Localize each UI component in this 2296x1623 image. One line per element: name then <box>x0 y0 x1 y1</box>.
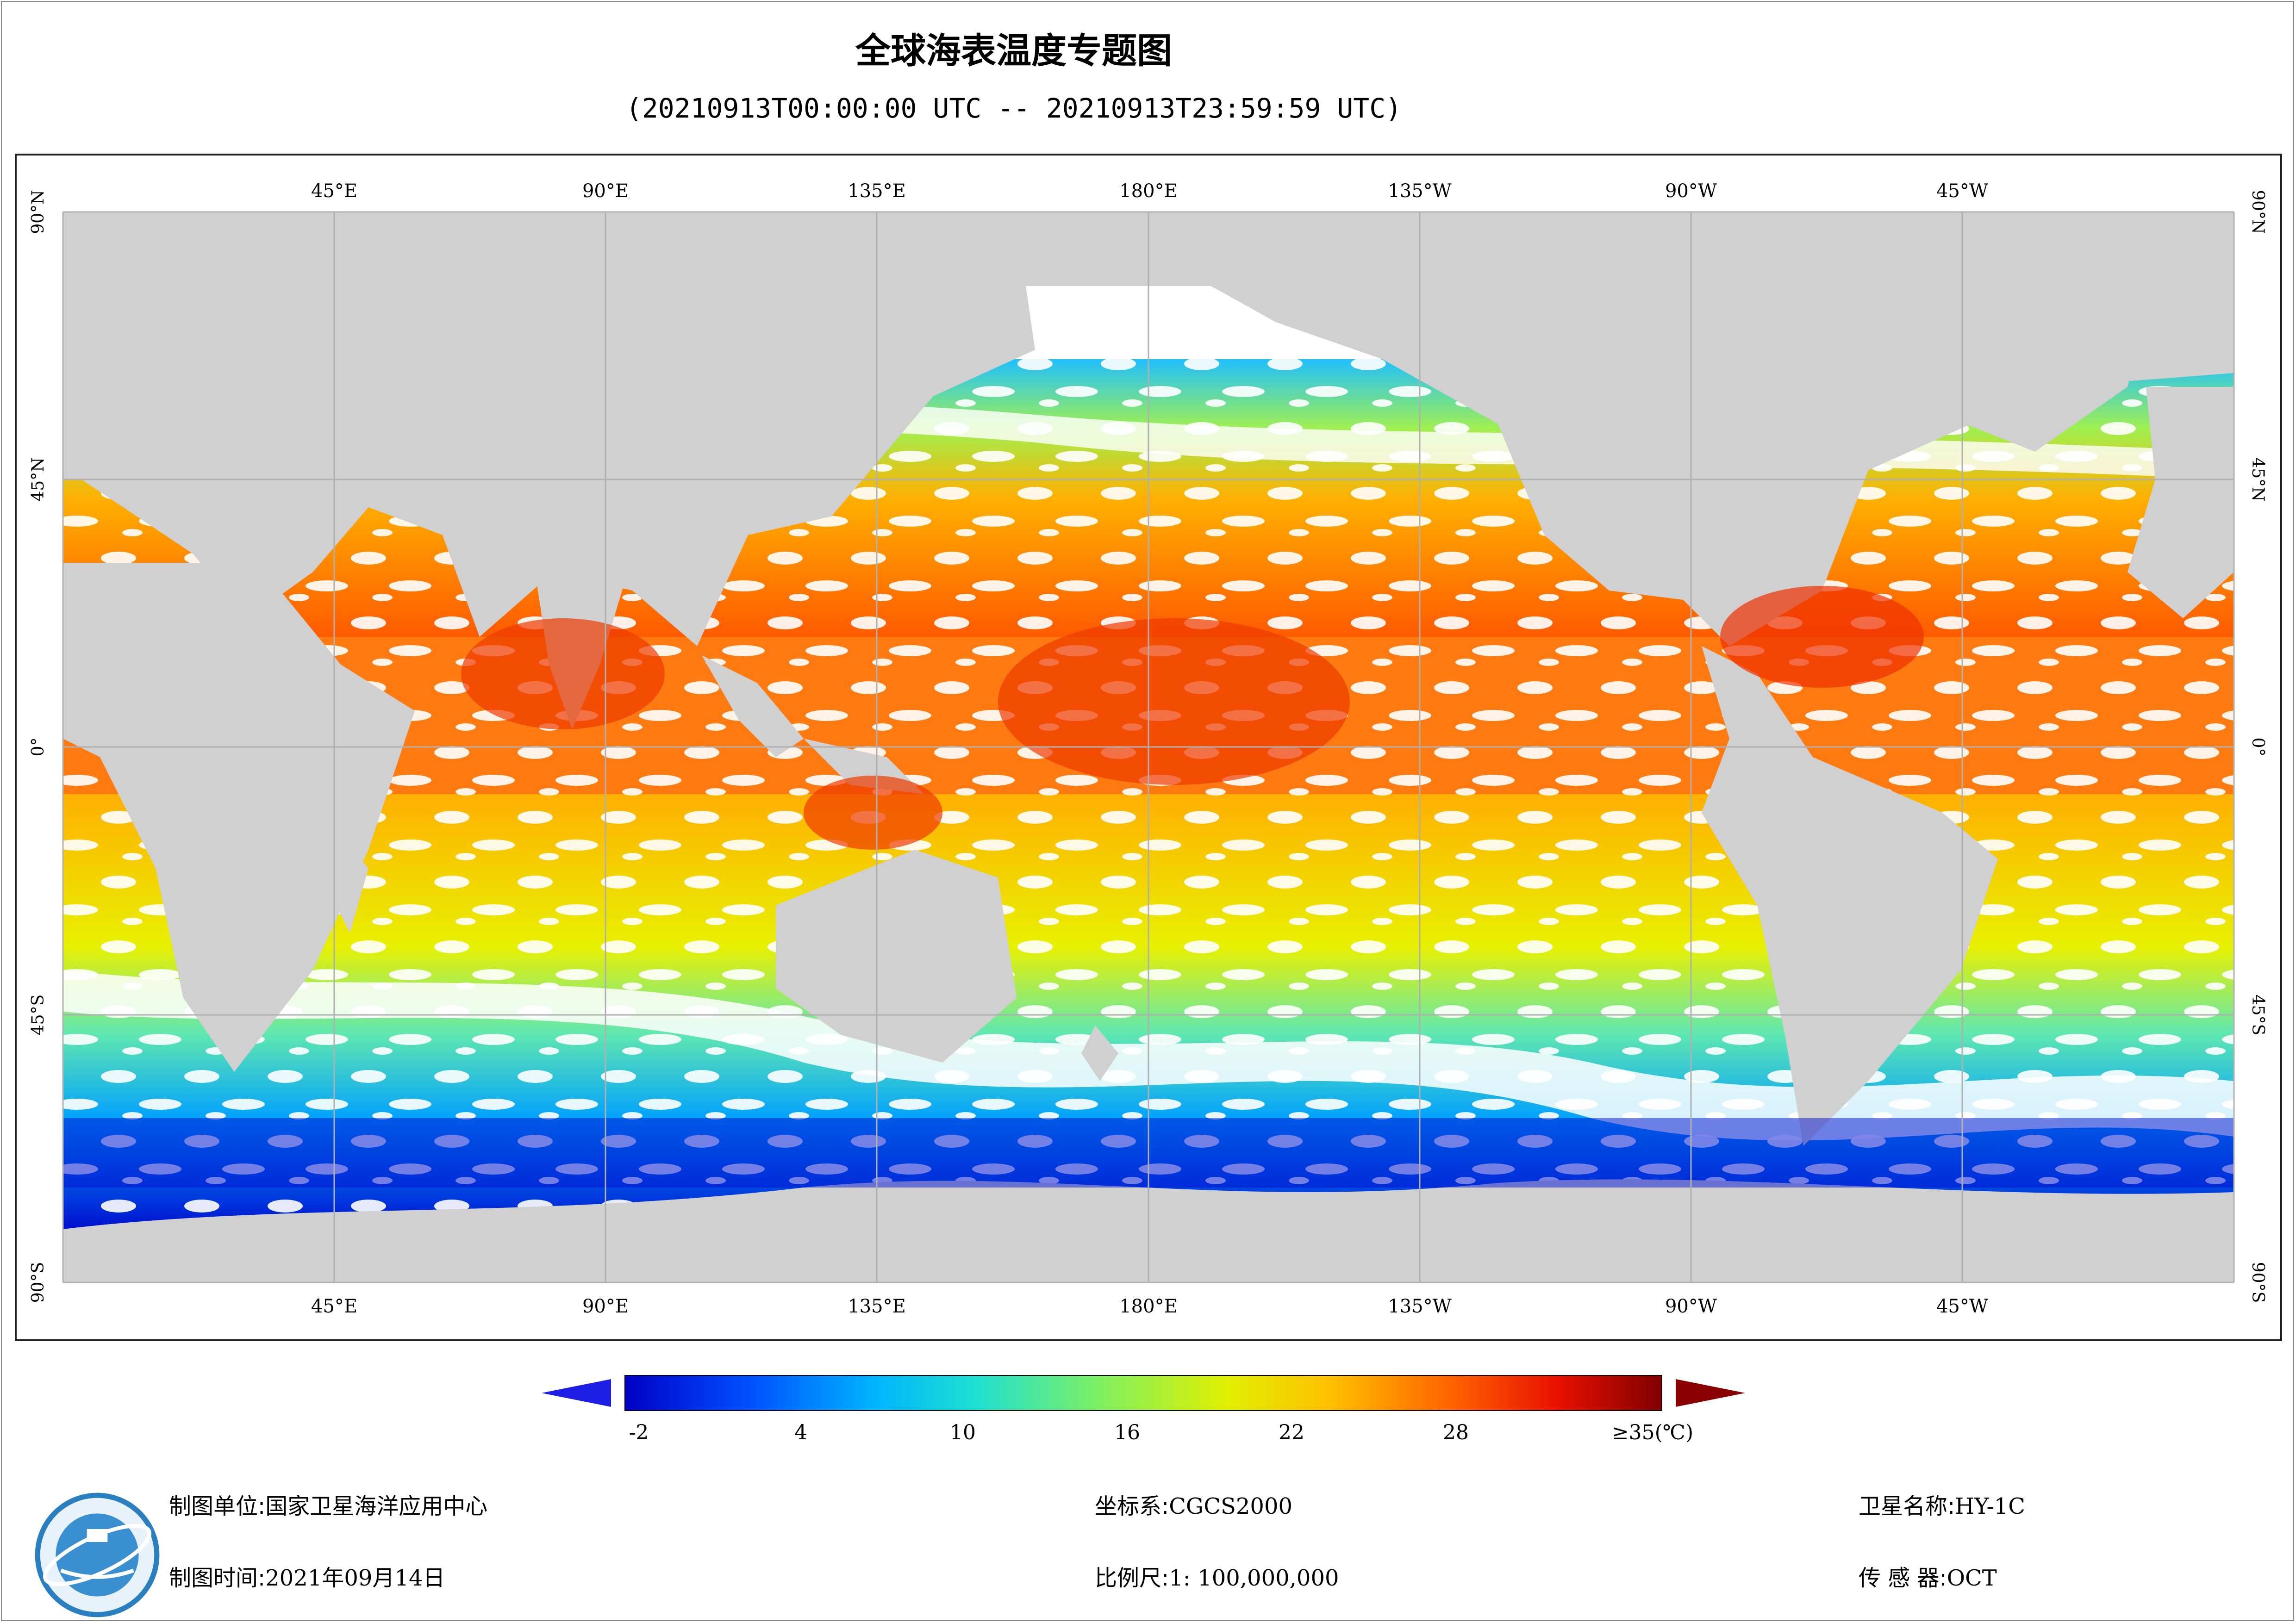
satellite-info: 卫星名称:HY-1C <box>1859 1488 2025 1520</box>
lon-label-top: 90°E <box>582 180 629 202</box>
lat-labels-right: 90°N 45°N 0° 45°S 90°S <box>2248 190 2267 1303</box>
lat-label-right: 45°S <box>2248 995 2267 1035</box>
lat-label-right: 45°N <box>2248 457 2267 501</box>
colorbar-tick-label: 22 <box>1279 1421 1304 1444</box>
lat-label-left: 90°S <box>29 1262 48 1303</box>
satellite-label: 卫星名称: <box>1859 1493 1955 1519</box>
satellite-value: HY-1C <box>1955 1493 2025 1519</box>
scale-label: 比例尺: <box>1095 1565 1169 1591</box>
lon-label-bottom: 45°E <box>311 1296 357 1317</box>
lon-label-top: 180°E <box>1119 180 1178 202</box>
lat-label-left: 0° <box>29 738 48 757</box>
colorbar-tick-label: 10 <box>950 1421 976 1444</box>
lon-label-bottom: 45°W <box>1936 1296 1988 1317</box>
nsoas-emblem-icon <box>35 1492 160 1617</box>
warm-patches <box>461 586 1924 850</box>
crs-label: 坐标系: <box>1095 1493 1169 1519</box>
lon-label-bottom: 90°E <box>582 1296 629 1317</box>
lon-label-top: 45°E <box>311 180 357 202</box>
colorbar: -2 4 10 16 22 28 ≥35(℃) <box>542 1375 1745 1444</box>
produced-date-label: 制图时间: <box>169 1565 266 1591</box>
sensor-value: OCT <box>1947 1565 1997 1591</box>
lon-label-top: 45°W <box>1936 180 1988 202</box>
colorbar-tick-label: 4 <box>794 1421 807 1444</box>
lat-label-right: 0° <box>2248 738 2267 757</box>
scale-info: 比例尺:1: 100,000,000 <box>1095 1560 1339 1592</box>
lon-labels-top: 45°E 90°E 135°E 180°E 135°W 90°W 45°W <box>311 180 1988 202</box>
lat-label-left: 45°N <box>29 457 48 501</box>
sensor-label: 传 感 器: <box>1859 1565 1947 1591</box>
lat-label-left: 90°N <box>29 190 48 234</box>
colorbar-gradient <box>624 1375 1662 1411</box>
produced-date-info: 制图时间:2021年09月14日 <box>169 1560 445 1592</box>
map-title: 全球海表温度专题图 <box>855 30 1172 71</box>
producer-value: 国家卫星海洋应用中心 <box>265 1493 488 1519</box>
colorbar-tick-label: 28 <box>1443 1421 1469 1444</box>
map-time-range: (20210913T00:00:00 UTC -- 20210913T23:59… <box>625 93 1402 124</box>
lon-label-top: 135°W <box>1388 180 1451 202</box>
colorbar-tick-label: -2 <box>629 1421 649 1444</box>
crs-info: 坐标系:CGCS2000 <box>1095 1488 1292 1520</box>
produced-date-value: 2021年09月14日 <box>265 1565 445 1591</box>
lon-label-bottom: 135°E <box>848 1296 906 1317</box>
graticule <box>62 211 2235 1283</box>
colorbar-tick-label: 16 <box>1114 1421 1140 1444</box>
lat-label-right: 90°S <box>2248 1262 2267 1303</box>
lon-label-top: 90°W <box>1665 180 1717 202</box>
lat-labels-left: 90°N 45°N 0° 45°S 90°S <box>29 190 48 1303</box>
producer-info: 制图单位:国家卫星海洋应用中心 <box>169 1488 487 1520</box>
lon-label-top: 135°E <box>848 180 906 202</box>
producer-label: 制图单位: <box>169 1493 266 1519</box>
colorbar-over-arrow <box>1676 1379 1745 1407</box>
lon-label-bottom: 135°W <box>1388 1296 1451 1317</box>
colorbar-max-label: ≥35(℃) <box>1612 1421 1693 1444</box>
lat-label-right: 90°N <box>2248 190 2267 234</box>
scale-value: 1: 100,000,000 <box>1169 1565 1339 1591</box>
lon-label-bottom: 180°E <box>1119 1296 1178 1317</box>
sensor-info: 传 感 器:OCT <box>1859 1560 1997 1592</box>
crs-value: CGCS2000 <box>1169 1493 1293 1519</box>
sst-map: 45°E 90°E 135°E 180°E 135°W 90°W 45°W 45… <box>29 180 2267 1317</box>
map-frame: 45°E 90°E 135°E 180°E 135°W 90°W 45°W 45… <box>15 154 2282 1341</box>
lat-label-left: 45°S <box>29 995 48 1035</box>
lon-labels-bottom: 45°E 90°E 135°E 180°E 135°W 90°W 45°W <box>311 1296 1988 1317</box>
colorbar-under-arrow <box>542 1379 611 1407</box>
lon-label-bottom: 90°W <box>1665 1296 1717 1317</box>
map-interior <box>62 211 2235 1283</box>
